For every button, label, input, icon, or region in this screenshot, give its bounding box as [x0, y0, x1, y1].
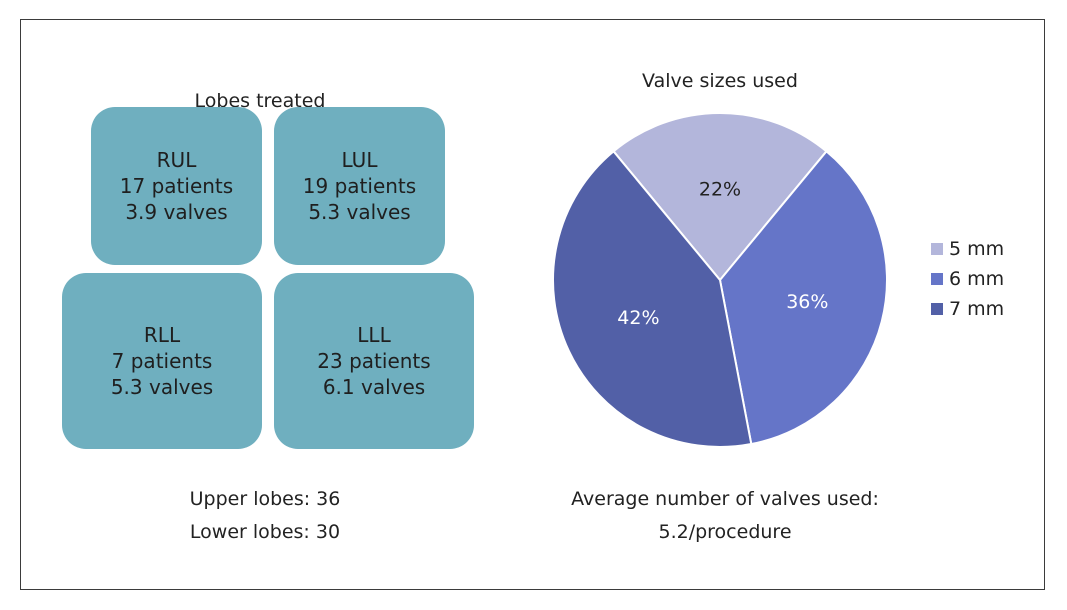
- lobe-name: LUL: [341, 148, 378, 172]
- lobe-patients: 7 patients: [111, 349, 213, 373]
- pie-slice-label: 36%: [786, 291, 828, 313]
- pie-slice-7mm: [552, 149, 753, 448]
- lobe-box-rll: RLL 7 patients 5.3 valves: [62, 273, 262, 449]
- lobe-valves: 5.3 valves: [110, 375, 214, 399]
- pie-slice-6mm: [718, 149, 888, 446]
- pie-chart: 22% 36% 42%: [552, 112, 888, 448]
- legend-item-7mm: 7 mm: [931, 294, 1004, 324]
- lobe-name: RLL: [143, 323, 181, 347]
- lower-lobes-summary: Lower lobes: 30: [189, 521, 341, 543]
- lobe-box-lul: LUL 19 patients 5.3 valves: [274, 107, 445, 265]
- lobe-name: LLL: [357, 323, 391, 347]
- pie-slice-label: 22%: [699, 178, 741, 200]
- lobe-valves: 6.1 valves: [322, 375, 426, 399]
- lobe-valves: 5.3 valves: [308, 200, 411, 224]
- chart-legend: 5 mm 6 mm 7 mm: [931, 234, 1004, 324]
- lobe-patients: 17 patients: [119, 174, 234, 198]
- legend-label: 6 mm: [949, 268, 1005, 290]
- lobe-box-lll: LLL 23 patients 6.1 valves: [274, 273, 474, 449]
- legend-swatch-6mm: [931, 273, 943, 285]
- legend-label: 5 mm: [949, 238, 1005, 260]
- lobes-title: Lobes treated: [194, 90, 326, 112]
- pie-slice-5mm: [612, 112, 828, 282]
- legend-item-6mm: 6 mm: [931, 264, 1004, 294]
- lobe-patients: 19 patients: [302, 174, 417, 198]
- upper-lobes-summary: Upper lobes: 36: [189, 488, 341, 510]
- pie-caption-line1: Average number of valves used:: [571, 488, 879, 510]
- legend-swatch-5mm: [931, 243, 943, 255]
- legend-label: 7 mm: [949, 298, 1005, 320]
- legend-swatch-7mm: [931, 303, 943, 315]
- lobe-valves: 3.9 valves: [125, 200, 228, 224]
- chart-title: Valve sizes used: [642, 70, 798, 92]
- lobe-box-rul: RUL 17 patients 3.9 valves: [91, 107, 262, 265]
- pie-slice-label: 42%: [617, 307, 659, 329]
- pie-caption-line2: 5.2/procedure: [658, 521, 792, 543]
- legend-item-5mm: 5 mm: [931, 234, 1004, 264]
- lobe-patients: 23 patients: [317, 349, 431, 373]
- lobe-name: RUL: [156, 148, 197, 172]
